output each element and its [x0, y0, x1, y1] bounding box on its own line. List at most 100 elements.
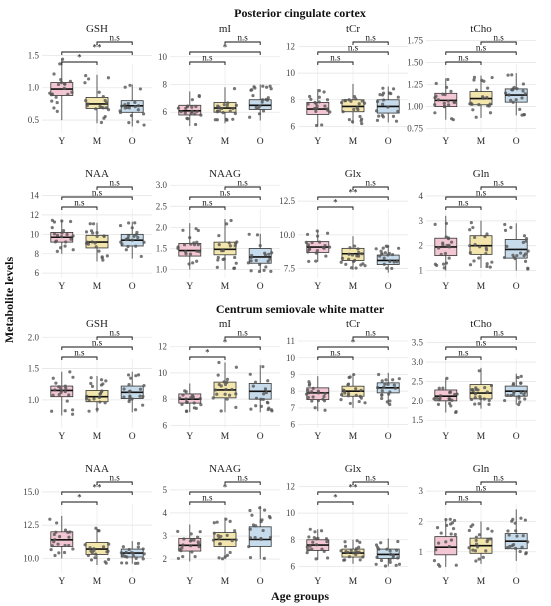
data-point	[510, 73, 514, 77]
data-point	[380, 393, 384, 397]
data-point	[226, 101, 230, 105]
data-point	[509, 225, 513, 230]
data-point	[50, 544, 54, 548]
data-point	[223, 555, 227, 559]
data-point	[68, 219, 73, 224]
data-point	[92, 548, 96, 553]
data-point	[314, 557, 318, 561]
data-point	[354, 393, 358, 397]
data-point	[142, 552, 146, 556]
data-point	[127, 106, 131, 110]
data-point	[216, 533, 220, 538]
data-point	[231, 106, 235, 111]
data-point	[133, 561, 138, 565]
y-tick-label: 10	[286, 353, 296, 363]
data-point	[471, 548, 475, 552]
data-point	[133, 408, 138, 412]
significance-bracket: n.s	[61, 348, 98, 360]
data-point	[316, 398, 321, 403]
data-point	[219, 409, 223, 413]
data-point	[212, 521, 216, 525]
data-point	[197, 545, 201, 549]
data-point	[179, 548, 183, 553]
data-point	[98, 400, 102, 404]
data-point	[360, 252, 364, 256]
data-point	[127, 121, 131, 125]
box-M	[213, 218, 239, 270]
data-point	[474, 386, 478, 390]
x-tick-label: Y	[58, 137, 65, 147]
x-tick-label: Y	[314, 577, 321, 587]
significance-label: n.s	[476, 188, 487, 198]
data-point	[519, 381, 523, 385]
data-point	[343, 99, 347, 103]
x-tick-label: Y	[58, 432, 65, 442]
box-O	[119, 541, 146, 565]
box-Y	[432, 517, 458, 568]
data-point	[483, 234, 487, 239]
y-tick-label: 1.25	[407, 80, 423, 90]
data-point	[324, 537, 329, 541]
data-point	[397, 246, 401, 250]
data-point	[394, 119, 399, 123]
x-tick-label: Y	[58, 282, 65, 292]
data-point	[55, 100, 59, 105]
data-point	[54, 530, 58, 534]
data-point	[384, 378, 388, 382]
significance-bracket: n.s	[352, 178, 389, 190]
data-point	[385, 266, 389, 270]
data-point	[133, 100, 137, 104]
y-tick-label: 2.5	[156, 201, 168, 211]
bracket-line	[317, 356, 354, 360]
box-Y	[48, 515, 75, 559]
data-point	[265, 400, 269, 404]
y-tick-label: 0.75	[407, 124, 423, 134]
box-M	[83, 73, 111, 125]
data-point	[188, 236, 192, 240]
data-point	[71, 547, 75, 551]
significance-bracket: n.s	[480, 33, 517, 45]
y-tick-label: 10	[30, 229, 40, 239]
data-point	[187, 262, 191, 266]
data-point	[348, 246, 352, 250]
data-point	[447, 544, 451, 549]
data-point	[212, 531, 216, 535]
data-point	[506, 73, 510, 77]
data-point	[52, 232, 57, 236]
y-tick-label: 12	[158, 342, 167, 352]
data-point	[449, 89, 453, 93]
significance-label: n.s	[202, 493, 213, 503]
significance-label: *	[351, 338, 356, 348]
data-point	[184, 106, 188, 111]
data-point	[323, 408, 327, 412]
x-tick-label: M	[349, 137, 358, 147]
box-O	[376, 372, 401, 407]
significance-bracket: n.s	[96, 473, 133, 485]
data-point	[64, 240, 68, 244]
data-point	[449, 538, 454, 542]
data-point	[310, 547, 314, 551]
data-point	[307, 259, 311, 264]
data-point	[225, 377, 230, 381]
data-point	[95, 407, 99, 411]
box-M	[211, 360, 238, 413]
bracket-line	[189, 51, 261, 55]
data-point	[356, 107, 360, 112]
data-point	[50, 225, 54, 230]
data-point	[444, 540, 448, 544]
y-tick-label: 10	[158, 52, 168, 62]
data-point	[194, 227, 198, 231]
bracket-line	[189, 206, 226, 210]
data-point	[477, 402, 481, 406]
data-point	[358, 558, 362, 562]
data-point	[251, 93, 255, 98]
data-point	[474, 542, 479, 546]
data-point	[343, 540, 347, 544]
x-tick-label: Y	[314, 137, 321, 147]
y-tick-label: 2	[419, 241, 424, 251]
data-point	[234, 538, 238, 542]
data-point	[484, 251, 488, 256]
data-point	[142, 123, 146, 127]
data-point	[339, 393, 344, 397]
data-point	[136, 235, 140, 240]
